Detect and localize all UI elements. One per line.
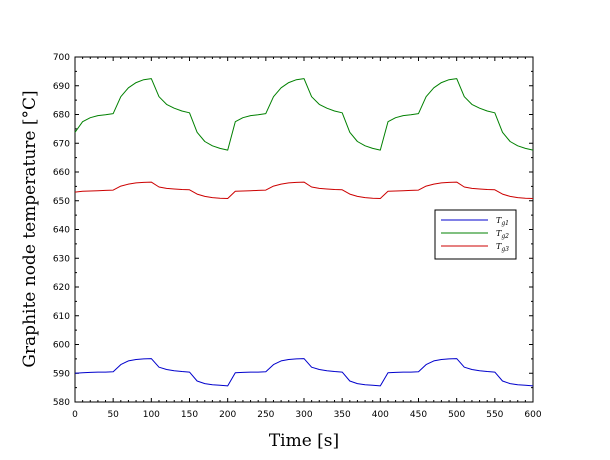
x-tick-label: 300 xyxy=(295,410,312,420)
y-tick-label: 610 xyxy=(53,312,70,322)
series-line-g3 xyxy=(74,181,534,199)
y-axis-title: Graphite node temperature [°C] xyxy=(20,90,40,367)
y-tick-label: 680 xyxy=(53,111,70,121)
y-tick-label: 670 xyxy=(53,139,70,149)
y-tick-label: 590 xyxy=(53,369,70,379)
x-tick-label: 550 xyxy=(486,410,503,420)
x-tick-label: 0 xyxy=(72,410,78,420)
x-tick-label: 100 xyxy=(143,410,160,420)
series-line-g1 xyxy=(74,358,534,387)
series-line-g2 xyxy=(74,78,534,151)
legend-label-g3: Tg3 xyxy=(496,242,509,253)
y-tick-label: 700 xyxy=(53,53,70,63)
y-tick-label: 690 xyxy=(53,82,70,92)
x-tick-label: 250 xyxy=(257,410,274,420)
x-axis-title: Time [s] xyxy=(269,431,339,451)
x-tick-label: 200 xyxy=(219,410,236,420)
axis-ticks: 0 50 100 150 200 250 300 350 400 450 500 550 600 580 5… xyxy=(53,53,542,420)
y-axis-title-suffix: ] xyxy=(20,90,40,97)
legend-label-g1: Tg1 xyxy=(496,216,509,227)
x-tick-label: 400 xyxy=(372,410,389,420)
x-tick-label: 50 xyxy=(107,410,119,420)
series-layer xyxy=(74,78,534,387)
y-tick-label: 650 xyxy=(53,197,70,207)
legend: Tg1 Tg2 Tg3 xyxy=(434,209,517,260)
x-tick-label: 350 xyxy=(334,410,351,420)
y-tick-label: 600 xyxy=(53,341,70,351)
legend-entry-g2: Tg2 xyxy=(441,229,509,240)
legend-box xyxy=(434,209,517,260)
y-tick-label: 580 xyxy=(53,398,70,408)
x-tick-label: 600 xyxy=(524,410,541,420)
y-tick-label: 660 xyxy=(53,168,70,178)
y-tick-label: 620 xyxy=(53,283,70,293)
y-tick-label: 640 xyxy=(53,226,70,236)
y-axis-title-prefix: Graphite node temperature [ xyxy=(20,119,40,368)
legend-entry-g1: Tg1 xyxy=(441,216,509,227)
x-tick-label: 450 xyxy=(410,410,427,420)
legend-entry-g3: Tg3 xyxy=(441,242,509,253)
y-axis-title-unit: °C xyxy=(20,97,40,119)
y-tick-label: 630 xyxy=(53,254,70,264)
x-tick-label: 150 xyxy=(181,410,198,420)
x-tick-label: 500 xyxy=(448,410,465,420)
legend-label-g2: Tg2 xyxy=(496,229,509,240)
